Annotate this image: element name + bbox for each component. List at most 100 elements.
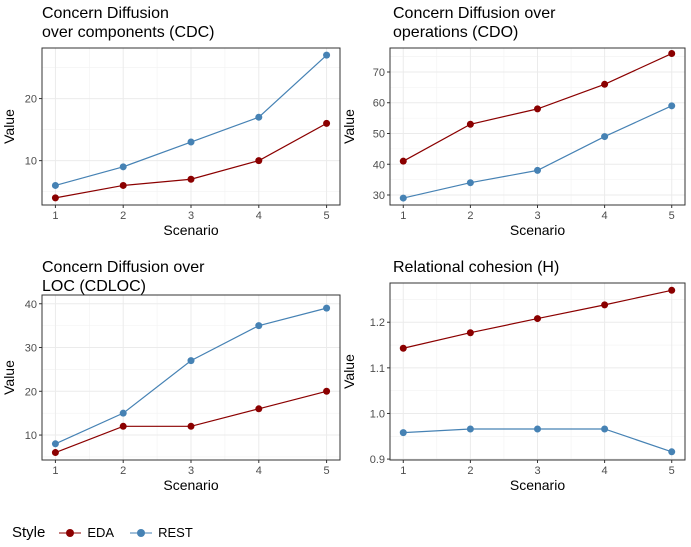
- data-point-rest: [668, 448, 676, 456]
- panel-title-cdc: Concern Diffusion over components (CDC): [42, 5, 215, 41]
- panel-border: [41, 47, 341, 206]
- x-tick-label: 5: [669, 465, 675, 477]
- x-tick-label: 3: [188, 465, 194, 477]
- y-tick-label: 30: [373, 190, 385, 202]
- data-point-rest: [323, 304, 331, 312]
- data-point-eda: [119, 181, 127, 189]
- x-tick-label: 3: [188, 210, 194, 222]
- x-axis-label: Scenario: [163, 222, 218, 238]
- data-point-rest: [601, 425, 609, 433]
- x-tick-label: 1: [400, 465, 406, 477]
- data-point-rest: [534, 425, 541, 433]
- panel-title-cdo: Concern Diffusion over operations (CDO): [393, 5, 556, 41]
- y-tick-label: 50: [373, 128, 385, 140]
- y-tick-label: 10: [25, 430, 37, 442]
- data-point-rest: [668, 102, 676, 110]
- data-point-rest: [119, 163, 127, 171]
- x-tick-label: 5: [324, 465, 330, 477]
- panel-border: [389, 47, 686, 206]
- data-point-rest: [51, 181, 59, 189]
- data-point-eda: [255, 405, 263, 413]
- panel-3: 1 2 3 4 5 0.9 1.0 1.1 1.2 Scenario Value: [341, 282, 686, 493]
- data-point-eda: [119, 422, 127, 430]
- y-axis-label: Value: [341, 109, 357, 144]
- data-point-eda: [668, 50, 676, 58]
- x-tick-label: 5: [669, 210, 675, 222]
- x-tick-label: 3: [534, 465, 540, 477]
- data-point-eda: [323, 119, 331, 127]
- data-point-rest: [534, 166, 541, 174]
- data-point-eda: [51, 194, 59, 202]
- panel-title-cdloc: Concern Diffusion over LOC (CDLOC): [42, 259, 205, 295]
- x-tick-label: 5: [324, 210, 330, 222]
- y-tick-label: 20: [25, 94, 37, 106]
- legend-key-rest: [130, 528, 153, 537]
- data-point-rest: [187, 138, 195, 146]
- y-tick-label: 30: [25, 343, 37, 355]
- y-tick-label: 40: [25, 299, 37, 311]
- x-tick-label: 4: [602, 210, 608, 222]
- legend-label-eda: EDA: [87, 525, 115, 540]
- y-tick-label: 20: [25, 386, 37, 398]
- y-tick-label: 70: [373, 67, 385, 79]
- panel-border: [41, 294, 341, 461]
- y-tick-label: 1.1: [370, 363, 385, 375]
- y-tick-label: 40: [373, 159, 385, 171]
- data-point-rest: [187, 357, 195, 365]
- panel-2: 1 2 3 4 5 10 20 30 40 Scenario Value: [1, 294, 341, 493]
- data-point-rest: [255, 322, 263, 330]
- x-tick-label: 2: [467, 210, 473, 222]
- data-point-eda: [399, 344, 407, 352]
- panel-title-h: Relational cohesion (H): [393, 259, 560, 276]
- x-tick-label: 2: [467, 465, 473, 477]
- x-tick-label: 1: [400, 210, 406, 222]
- y-tick-label: 1.0: [370, 408, 385, 420]
- data-point-eda: [668, 286, 676, 294]
- y-tick-label: 60: [373, 98, 385, 110]
- data-point-eda: [255, 157, 263, 165]
- data-point-eda: [601, 80, 609, 88]
- data-point-eda: [399, 157, 407, 165]
- x-tick-label: 1: [52, 465, 58, 477]
- x-tick-label: 4: [256, 465, 262, 477]
- data-point-rest: [399, 194, 407, 202]
- y-tick-label: 10: [25, 156, 37, 168]
- data-point-eda: [51, 449, 59, 457]
- y-tick-label: 0.9: [370, 454, 385, 466]
- data-point-rest: [466, 425, 474, 433]
- x-axis-label: Scenario: [510, 222, 565, 238]
- data-point-eda: [534, 105, 541, 113]
- x-tick-label: 2: [120, 210, 126, 222]
- data-point-eda: [466, 329, 474, 337]
- data-point-rest: [466, 179, 474, 187]
- x-tick-label: 4: [256, 210, 262, 222]
- legend-label-rest: REST: [158, 525, 193, 540]
- data-point-eda: [534, 315, 541, 323]
- data-point-eda: [323, 387, 331, 395]
- x-tick-label: 2: [120, 465, 126, 477]
- data-point-rest: [51, 440, 59, 448]
- panel-0: 1 2 3 4 5 10 20 Scenario Value: [1, 47, 341, 238]
- data-point-rest: [399, 429, 407, 437]
- panel-1: 1 2 3 4 5 30 40 50 60 70 Scenario Value: [341, 47, 686, 238]
- panel-border: [389, 282, 686, 461]
- data-point-eda: [601, 301, 609, 309]
- y-axis-label: Value: [1, 109, 17, 144]
- data-point-eda: [466, 120, 474, 128]
- legend: Style EDA REST: [12, 524, 193, 541]
- x-axis-label: Scenario: [510, 477, 565, 493]
- y-tick-label: 1.2: [370, 317, 385, 329]
- data-point-rest: [601, 133, 609, 141]
- x-axis-label: Scenario: [163, 477, 218, 493]
- y-axis-label: Value: [341, 354, 357, 389]
- y-axis-label: Value: [1, 360, 17, 395]
- data-point-rest: [323, 51, 331, 59]
- x-tick-label: 1: [52, 210, 58, 222]
- data-point-rest: [255, 113, 263, 121]
- data-point-eda: [187, 422, 195, 430]
- data-point-eda: [187, 175, 195, 183]
- x-tick-label: 4: [602, 465, 608, 477]
- legend-title: Style: [12, 524, 46, 541]
